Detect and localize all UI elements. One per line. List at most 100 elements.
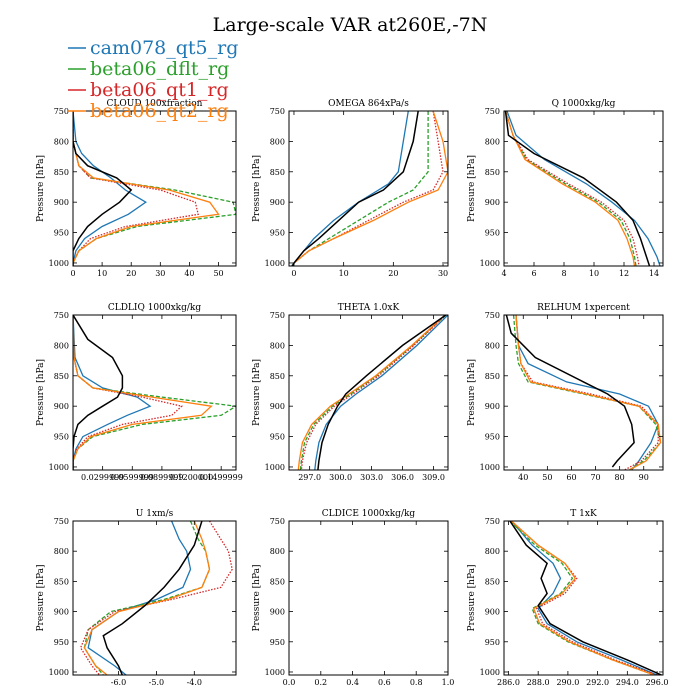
x-tick-label: 0 <box>291 269 296 278</box>
series-line-5 <box>509 521 662 675</box>
y-tick-label: 950 <box>270 433 285 442</box>
plot-frame <box>503 520 664 676</box>
legend-item-1: cam078_qt5_rg <box>68 37 238 59</box>
x-tick-label: 0.6 <box>378 678 391 687</box>
y-axis-label: Pressure [hPa] <box>467 359 477 426</box>
plot-frame <box>72 520 237 676</box>
series-line-4 <box>83 521 211 675</box>
x-tick-label: 10 <box>97 269 107 278</box>
legend-item-3: beta06_qt1_rg <box>68 79 229 101</box>
plot-frame <box>288 110 449 267</box>
y-tick-label: 900 <box>270 608 285 617</box>
y-tick-label: 1000 <box>265 259 285 268</box>
x-tick-label: 50 <box>213 269 223 278</box>
y-tick-label: 850 <box>270 577 285 586</box>
x-tick-label: 20 <box>388 269 398 278</box>
y-tick-label: 800 <box>54 137 69 146</box>
panel-6: 750 800 850 900 950 1000 40 50 60 70 80 90 RELHUM 1x… <box>467 303 664 482</box>
series-line-2 <box>73 111 236 266</box>
panel-title: Q 1000xkg/kg <box>552 99 616 109</box>
y-tick-label: 750 <box>54 107 69 116</box>
panel-title: T 1xK <box>570 509 597 519</box>
panel-5: 750 800 850 900 950 1000 297.0 300.0 303.0 306.0 3… <box>252 303 449 482</box>
series-line-5 <box>102 521 203 675</box>
x-tick-label: 306.0 <box>391 473 414 482</box>
y-tick-label: 850 <box>485 372 500 381</box>
series-line-1 <box>87 521 192 675</box>
series-line-2 <box>291 111 429 266</box>
y-axis-label: Pressure [hPa] <box>36 564 46 631</box>
y-tick-label: 1000 <box>49 668 69 677</box>
figure-title: Large-scale VAR at260E,-7N <box>213 14 488 36</box>
legend: cam078_qt5_rgbeta06_dflt_rgbeta06_qt1_rg… <box>68 37 238 122</box>
panel-2: 750 800 850 900 950 1000 0 10 20 30 OMEGA 864xPa/s… <box>252 99 449 278</box>
y-tick-label: 900 <box>485 608 500 617</box>
y-tick-label: 750 <box>485 517 500 526</box>
panel-title: THETA 1.0xK <box>338 303 400 313</box>
x-tick-label: 0.4 <box>346 678 359 687</box>
x-tick-label: 0.0299999 <box>81 473 124 482</box>
x-tick-label: 14 <box>649 269 659 278</box>
series-line-3 <box>73 111 199 266</box>
panel-title: CLDICE 1000xkg/kg <box>322 509 416 519</box>
y-tick-label: 950 <box>54 229 69 238</box>
y-tick-label: 800 <box>270 137 285 146</box>
panel-4: 750 800 850 900 950 1000 0.02999990.05999990.0… <box>36 303 243 482</box>
plot-frame <box>288 314 449 471</box>
x-tick-label: 80 <box>615 473 625 482</box>
series-line-4 <box>504 111 636 266</box>
x-tick-label: 4 <box>501 269 506 278</box>
series-line-5 <box>291 111 419 266</box>
x-tick-label: 0.8 <box>410 678 423 687</box>
series-line-3 <box>79 521 233 675</box>
series-line-2 <box>73 315 236 470</box>
x-tick-label: 0.0899999 <box>140 473 183 482</box>
series-line-1 <box>515 315 659 470</box>
x-tick-label: 0.0 <box>283 678 296 687</box>
x-tick-label: 286.0 <box>497 678 520 687</box>
x-tick-label: 290.0 <box>556 678 579 687</box>
x-tick-label: 296.0 <box>646 678 669 687</box>
x-tick-label: 10 <box>589 269 599 278</box>
x-tick-label: -4.0 <box>187 678 202 687</box>
x-tick-label: 294.0 <box>616 678 639 687</box>
series-line-1 <box>314 315 448 470</box>
y-tick-label: 950 <box>54 433 69 442</box>
y-tick-label: 950 <box>270 638 285 647</box>
x-tick-label: 30 <box>155 269 165 278</box>
x-tick-label: 0.1200000 <box>170 473 213 482</box>
legend-item-4: beta06_qt2_rg <box>68 100 229 122</box>
x-tick-label: 0.0599999 <box>111 473 154 482</box>
y-tick-label: 1000 <box>265 463 285 472</box>
y-axis-label: Pressure [hPa] <box>252 359 262 426</box>
y-tick-label: 800 <box>270 341 285 350</box>
series-line-4 <box>510 521 655 675</box>
legend-label: beta06_qt1_rg <box>90 79 229 101</box>
plot-frame <box>503 110 664 267</box>
y-tick-label: 1000 <box>480 668 500 677</box>
x-tick-label: 6 <box>531 269 536 278</box>
y-tick-label: 900 <box>54 198 69 207</box>
x-tick-label: 292.0 <box>586 678 609 687</box>
series-line-4 <box>73 111 220 266</box>
y-axis-label: Pressure [hPa] <box>36 359 46 426</box>
x-tick-label: -6.0 <box>111 678 126 687</box>
series-line-2 <box>299 315 447 470</box>
y-tick-label: 900 <box>54 402 69 411</box>
x-tick-label: 20 <box>126 269 136 278</box>
series-line-1 <box>73 111 148 266</box>
y-tick-label: 900 <box>485 198 500 207</box>
x-tick-label: 0.1499999 <box>200 473 243 482</box>
y-tick-label: 800 <box>54 341 69 350</box>
series-line-4 <box>515 315 662 470</box>
y-tick-label: 950 <box>485 229 500 238</box>
x-tick-label: 50 <box>542 473 552 482</box>
panel-title: RELHUM 1xpercent <box>537 303 630 313</box>
x-tick-label: 90 <box>639 473 649 482</box>
x-tick-label: 70 <box>590 473 600 482</box>
panel-title: OMEGA 864xPa/s <box>328 99 409 109</box>
x-tick-label: 288.0 <box>527 678 550 687</box>
y-tick-label: 850 <box>270 168 285 177</box>
